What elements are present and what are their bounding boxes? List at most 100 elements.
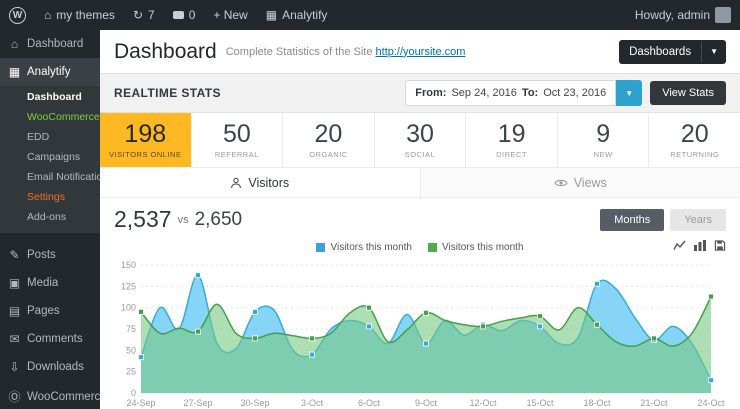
chart-legend: Visitors this month Visitors this month [100,237,740,257]
analytify-chart-icon: ▦ [266,9,277,21]
svg-text:0: 0 [131,388,136,398]
sidebar-item-posts[interactable]: ✎ Posts [0,241,100,269]
tab-views[interactable]: Views [420,168,740,197]
account-menu[interactable]: Howdy, admin [626,7,740,23]
sidebar-item-label: Media [27,277,58,289]
subtitle-text: Complete Statistics of the Site [226,46,373,58]
svg-text:30-Sep: 30-Sep [240,398,269,408]
realtime-stats-label: REALTIME STATS [114,86,221,100]
line-chart-icon[interactable] [673,240,686,251]
chevron-down-icon: ▼ [625,89,633,98]
sidebar-item-label: Comments [27,333,83,345]
updates-menu[interactable]: ↻ 7 [124,0,164,30]
submenu-item-edd[interactable]: EDD [0,127,100,147]
comparison-row: 2,537 vs 2,650 Months Years [100,198,740,237]
sidebar-item-comments[interactable]: ✉ Comments [0,325,100,353]
stat-visitors-online[interactable]: 198 VISITORS ONLINE [100,113,191,167]
stat-value: 50 [223,121,251,147]
stat-new[interactable]: 9 NEW [557,113,649,167]
sidebar-item-downloads[interactable]: ⇩ Downloads [0,353,100,381]
stat-label: NEW [594,150,613,159]
svg-text:125: 125 [121,281,136,291]
eye-icon [554,178,568,188]
realtime-stats-bar: REALTIME STATS From: Sep 24, 2016 To: Oc… [100,74,740,112]
downloads-icon: ⇩ [8,360,21,374]
save-chart-icon[interactable] [714,240,726,251]
green-series-swatch [428,243,437,252]
stat-label: ORGANIC [309,150,348,159]
avatar [715,7,731,23]
howdy-text: Howdy, admin [635,8,710,22]
tab-visitors[interactable]: Visitors [100,168,420,197]
submenu-item-dashboard[interactable]: Dashboard [0,87,100,107]
legend-label: Visitors this month [330,242,412,253]
sidebar-item-analytify[interactable]: ▦ Analytify [0,58,100,86]
wp-logo-menu[interactable]: W [0,0,35,30]
stat-label: REFERRAL [215,150,259,159]
stat-returning[interactable]: 20 RETURNING [648,113,740,167]
analytify-submenu: Dashboard WooCommerce EDD Campaigns Emai… [0,86,100,233]
page-title: Dashboard [114,40,217,64]
stat-label: DIRECT [496,150,527,159]
stat-value: 20 [681,121,709,147]
stat-organic[interactable]: 20 ORGANIC [282,113,374,167]
to-date-value[interactable]: Oct 23, 2016 [543,87,606,99]
sidebar-separator [0,233,100,241]
new-label: + New [213,8,247,22]
comment-bubble-icon [173,11,184,19]
submenu-item-settings[interactable]: Settings [0,187,100,207]
legend-item-blue[interactable]: Visitors this month [316,242,412,253]
stat-social[interactable]: 30 SOCIAL [374,113,466,167]
sidebar-item-woocommerce[interactable]: Ⓞ WooCommerce [0,381,100,409]
svg-text:150: 150 [121,260,136,270]
comments-menu[interactable]: 0 [164,0,205,30]
date-range-dropdown-button[interactable]: ▼ [616,80,642,106]
svg-text:24-Oct: 24-Oct [697,398,725,408]
comments-count: 0 [189,8,196,22]
svg-text:27-Sep: 27-Sep [183,398,212,408]
svg-text:12-Oct: 12-Oct [469,398,497,408]
submenu-item-campaigns[interactable]: Campaigns [0,147,100,167]
pages-icon: ▤ [8,304,21,318]
page-header: Dashboard Complete Statistics of the Sit… [100,30,740,74]
svg-text:3-Oct: 3-Oct [301,398,324,408]
svg-text:100: 100 [121,303,136,313]
sidebar-item-dashboard[interactable]: ⌂ Dashboard [0,30,100,58]
sidebar-item-pages[interactable]: ▤ Pages [0,297,100,325]
sidebar-item-label: WooCommerce [27,391,100,403]
stat-referral[interactable]: 50 REFERRAL [191,113,283,167]
site-url-link[interactable]: http://yoursite.com [376,46,466,58]
submenu-item-woocommerce[interactable]: WooCommerce [0,107,100,127]
submenu-item-addons[interactable]: Add-ons [0,207,100,227]
months-button[interactable]: Months [600,209,664,231]
chevron-down-icon: ▼ [701,41,726,62]
dashboards-dropdown-button[interactable]: Dashboards ▼ [619,40,726,64]
chart-svg: 025507510012515024-Sep27-Sep30-Sep3-Oct6… [104,259,732,409]
stat-label: VISITORS ONLINE [109,150,181,159]
from-label: From: [415,87,446,99]
main-content: Dashboard Complete Statistics of the Sit… [100,30,740,409]
site-name-link[interactable]: ⌂ my themes [35,0,124,30]
submenu-item-email-notifications[interactable]: Email Notifications [0,167,100,187]
analytify-toolbar-menu[interactable]: ▦ Analytify [257,0,337,30]
sidebar-item-media[interactable]: ▣ Media [0,269,100,297]
from-date-value[interactable]: Sep 24, 2016 [451,87,516,99]
visitors-area-chart[interactable]: 025507510012515024-Sep27-Sep30-Sep3-Oct6… [100,257,740,409]
vs-label: vs [178,214,189,226]
tab-label: Views [574,176,607,190]
new-content-menu[interactable]: + New [204,0,256,30]
woocommerce-icon: Ⓞ [8,388,21,405]
admin-sidebar: ⌂ Dashboard ▦ Analytify Dashboard WooCom… [0,30,100,409]
bar-chart-icon[interactable] [694,240,706,251]
updates-count: 7 [148,8,155,22]
years-button[interactable]: Years [670,209,726,231]
legend-item-green[interactable]: Visitors this month [428,242,524,253]
svg-text:9-Oct: 9-Oct [415,398,438,408]
stat-direct[interactable]: 19 DIRECT [465,113,557,167]
chart-toolbar [673,240,726,251]
stat-value: 9 [596,121,610,147]
view-stats-button[interactable]: View Stats [650,81,726,105]
dashboards-label: Dashboards [619,40,701,64]
stat-value: 30 [406,121,434,147]
date-range-picker[interactable]: From: Sep 24, 2016 To: Oct 23, 2016 [405,80,616,106]
